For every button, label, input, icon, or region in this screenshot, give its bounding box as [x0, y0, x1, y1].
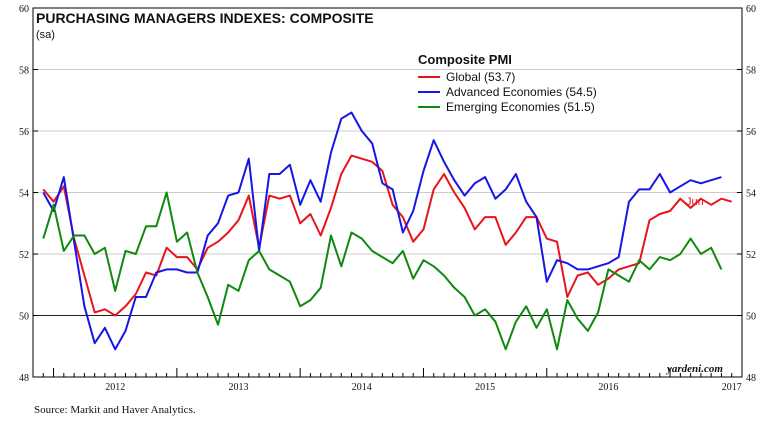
legend-swatch-global [418, 75, 440, 78]
legend-item-global: Global (53.7) [418, 69, 597, 84]
legend-label-global: Global (53.7) [446, 69, 516, 84]
x-tick-label: 2015 [475, 382, 495, 393]
legend-item-emerging: Emerging Economies (51.5) [418, 99, 597, 114]
watermark: yardeni.com [667, 363, 723, 375]
y-tick-label-right: 50 [746, 312, 756, 323]
y-tick-label-right: 52 [746, 250, 756, 261]
legend-swatch-emerging [418, 105, 440, 108]
y-tick-label-left: 58 [19, 66, 29, 77]
y-tick-label-right: 54 [746, 189, 756, 200]
chart-subtitle: (sa) [36, 29, 55, 41]
legend-label-advanced: Advanced Economies (54.5) [446, 84, 597, 99]
x-tick-label: 2013 [229, 382, 249, 393]
x-tick-label: 2014 [352, 382, 372, 393]
source-note: Source: Markit and Haver Analytics. [34, 404, 196, 416]
y-tick-label-left: 50 [19, 312, 29, 323]
legend: Composite PMI Global (53.7) Advanced Eco… [418, 52, 597, 114]
legend-label-emerging: Emerging Economies (51.5) [446, 99, 595, 114]
y-tick-label-left: 60 [19, 4, 29, 15]
legend-item-advanced: Advanced Economies (54.5) [418, 84, 597, 99]
y-tick-label-left: 52 [19, 250, 29, 261]
y-tick-label-right: 56 [746, 127, 756, 138]
chart-title: PURCHASING MANAGERS INDEXES: COMPOSITE [36, 10, 374, 26]
y-tick-label-right: 48 [746, 373, 756, 384]
end-label-jun: Jun [686, 196, 704, 208]
legend-swatch-advanced [418, 90, 440, 93]
y-tick-label-right: 60 [746, 4, 756, 15]
x-tick-label: 2012 [105, 382, 125, 393]
x-tick-label: 2017 [722, 382, 742, 393]
y-tick-label-left: 54 [19, 189, 29, 200]
series-line-emerging [42, 191, 723, 351]
x-tick-label: 2016 [598, 382, 618, 393]
y-tick-label-right: 58 [746, 66, 756, 77]
series-line-global [42, 154, 732, 317]
series-line-advanced [42, 111, 722, 351]
legend-title: Composite PMI [418, 52, 512, 67]
y-tick-label-left: 48 [19, 373, 29, 384]
y-tick-label-left: 56 [19, 127, 29, 138]
